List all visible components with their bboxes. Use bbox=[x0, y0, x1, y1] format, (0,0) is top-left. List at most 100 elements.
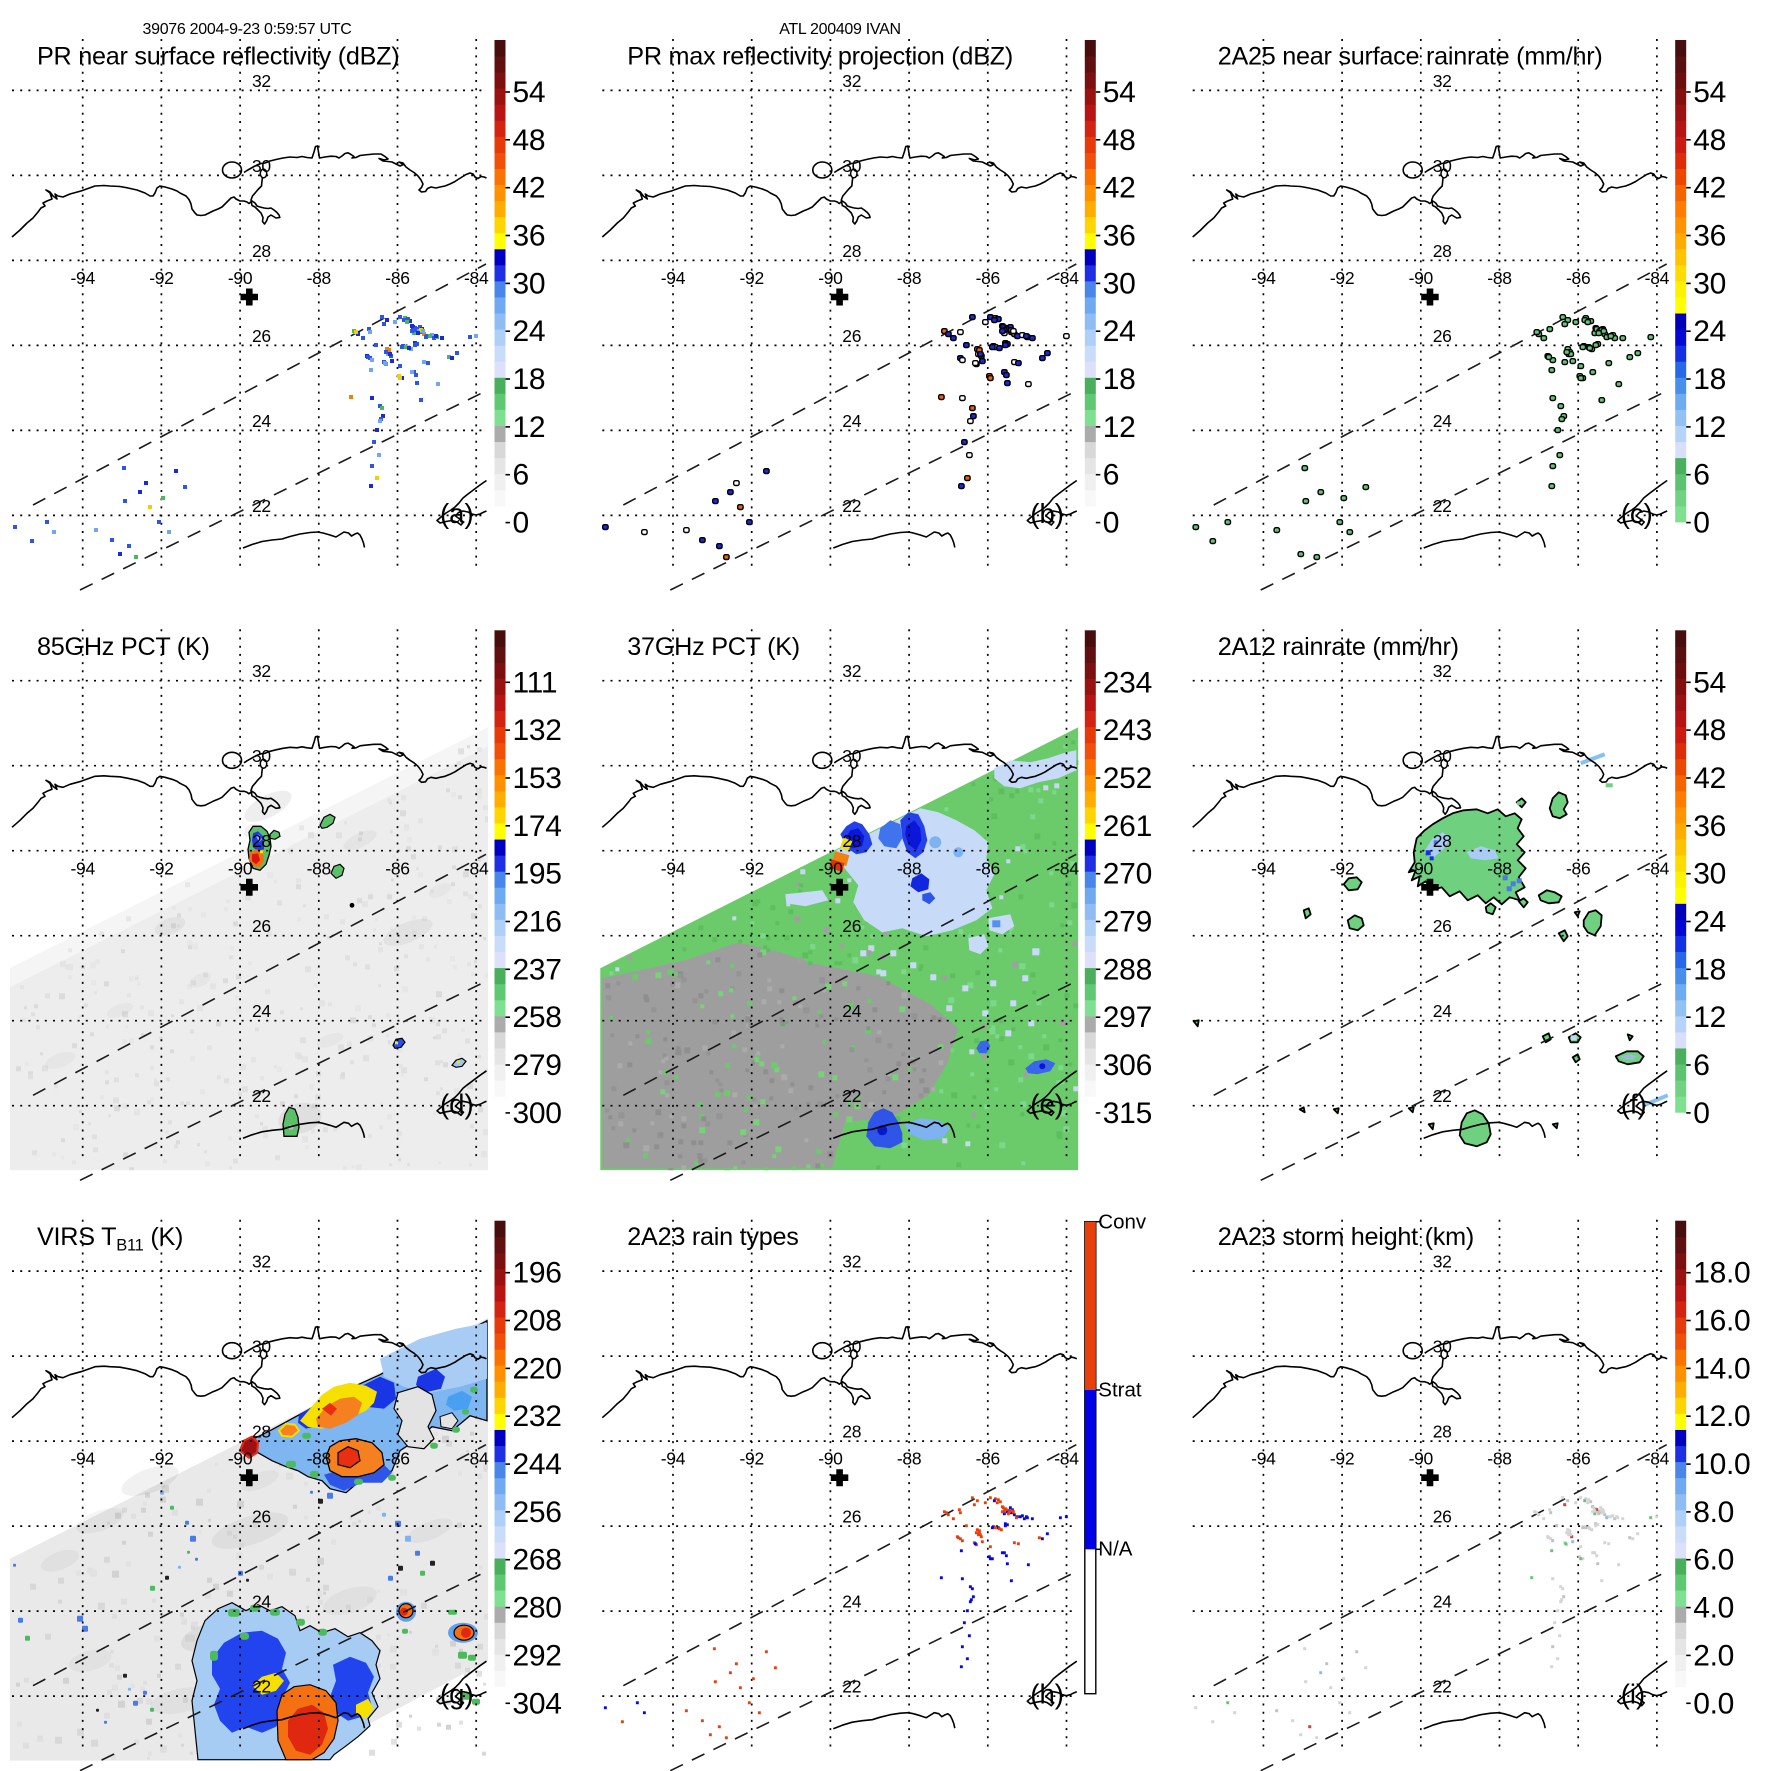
svg-text:37GHz PCT (K): 37GHz PCT (K) bbox=[627, 633, 800, 661]
svg-text:6: 6 bbox=[1693, 459, 1709, 492]
svg-text:288: 288 bbox=[1103, 953, 1152, 986]
svg-text:279: 279 bbox=[1103, 906, 1152, 939]
svg-text:216: 216 bbox=[513, 906, 562, 939]
svg-text:30: 30 bbox=[1693, 267, 1726, 300]
svg-text:48: 48 bbox=[1103, 124, 1136, 157]
svg-text:(f): (f) bbox=[1621, 1088, 1647, 1119]
svg-text:42: 42 bbox=[1693, 762, 1726, 795]
svg-text:132: 132 bbox=[513, 714, 562, 747]
svg-text:12: 12 bbox=[513, 411, 546, 444]
svg-text:18: 18 bbox=[1103, 363, 1136, 396]
svg-text:42: 42 bbox=[1103, 172, 1136, 205]
svg-text:N/A: N/A bbox=[1098, 1538, 1133, 1561]
svg-text:54: 54 bbox=[1693, 666, 1726, 699]
svg-text:30: 30 bbox=[513, 267, 546, 300]
svg-text:(b): (b) bbox=[1030, 498, 1064, 529]
svg-text:36: 36 bbox=[1693, 220, 1726, 253]
svg-text:0: 0 bbox=[1693, 1097, 1709, 1130]
svg-text:256: 256 bbox=[513, 1496, 562, 1529]
svg-text:268: 268 bbox=[513, 1544, 562, 1577]
svg-text:258: 258 bbox=[513, 1001, 562, 1034]
svg-text:12: 12 bbox=[1693, 411, 1726, 444]
svg-text:18: 18 bbox=[1693, 953, 1726, 986]
svg-text:36: 36 bbox=[1693, 810, 1726, 843]
svg-text:243: 243 bbox=[1103, 714, 1152, 747]
svg-text:6: 6 bbox=[1693, 1049, 1709, 1082]
svg-text:306: 306 bbox=[1103, 1049, 1152, 1082]
svg-text:174: 174 bbox=[513, 810, 562, 843]
svg-text:(c): (c) bbox=[1621, 498, 1653, 529]
svg-text:220: 220 bbox=[513, 1352, 562, 1385]
svg-text:24: 24 bbox=[1693, 906, 1726, 939]
svg-text:36: 36 bbox=[1103, 220, 1136, 253]
svg-text:18: 18 bbox=[1693, 363, 1726, 396]
svg-text:PR near surface reflectivity (: PR near surface reflectivity (dBZ) bbox=[37, 43, 399, 71]
svg-text:297: 297 bbox=[1103, 1001, 1152, 1034]
svg-text:16.0: 16.0 bbox=[1693, 1305, 1750, 1338]
svg-text:ATL 200409 IVAN: ATL 200409 IVAN bbox=[779, 21, 901, 38]
svg-text:252: 252 bbox=[1103, 762, 1152, 795]
svg-text:8.0: 8.0 bbox=[1693, 1496, 1734, 1529]
svg-text:196: 196 bbox=[513, 1257, 562, 1290]
svg-text:PR max reflectivity projection: PR max reflectivity projection (dBZ) bbox=[627, 43, 1013, 71]
svg-text:36: 36 bbox=[513, 220, 546, 253]
svg-text:24: 24 bbox=[1103, 315, 1136, 348]
svg-text:237: 237 bbox=[513, 953, 562, 986]
svg-text:2A23 storm height (km): 2A23 storm height (km) bbox=[1218, 1223, 1474, 1251]
svg-text:(g): (g) bbox=[440, 1679, 474, 1710]
svg-text:18.0: 18.0 bbox=[1693, 1257, 1750, 1290]
svg-text:315: 315 bbox=[1103, 1097, 1152, 1130]
svg-text:(d): (d) bbox=[440, 1088, 474, 1119]
svg-text:0: 0 bbox=[513, 507, 529, 540]
svg-text:(a): (a) bbox=[440, 498, 474, 529]
svg-text:14.0: 14.0 bbox=[1693, 1352, 1750, 1385]
svg-text:280: 280 bbox=[513, 1592, 562, 1625]
svg-text:279: 279 bbox=[513, 1049, 562, 1082]
svg-text:Strat: Strat bbox=[1098, 1379, 1142, 1402]
svg-text:0.0: 0.0 bbox=[1693, 1687, 1734, 1720]
svg-text:2A12 rainrate (mm/hr): 2A12 rainrate (mm/hr) bbox=[1218, 633, 1459, 661]
svg-text:54: 54 bbox=[1103, 76, 1136, 109]
svg-text:VIRS TB11 (K): VIRS TB11 (K) bbox=[37, 1223, 183, 1255]
svg-text:153: 153 bbox=[513, 762, 562, 795]
svg-text:48: 48 bbox=[513, 124, 546, 157]
svg-text:261: 261 bbox=[1103, 810, 1152, 843]
svg-text:18: 18 bbox=[513, 363, 546, 396]
svg-text:12.0: 12.0 bbox=[1693, 1400, 1750, 1433]
svg-text:234: 234 bbox=[1103, 666, 1152, 699]
svg-text:270: 270 bbox=[1103, 858, 1152, 891]
svg-text:30: 30 bbox=[1693, 858, 1726, 891]
svg-text:85GHz PCT (K): 85GHz PCT (K) bbox=[37, 633, 210, 661]
svg-text:300: 300 bbox=[513, 1097, 562, 1130]
svg-text:2A23 rain types: 2A23 rain types bbox=[627, 1223, 798, 1251]
svg-text:(i): (i) bbox=[1621, 1679, 1645, 1710]
svg-text:(e): (e) bbox=[1030, 1088, 1064, 1119]
svg-text:39076 2004-9-23 0:59:57 UTC: 39076 2004-9-23 0:59:57 UTC bbox=[143, 21, 352, 38]
svg-text:2A25 near surface rainrate (mm: 2A25 near surface rainrate (mm/hr) bbox=[1218, 43, 1603, 71]
svg-text:6: 6 bbox=[513, 459, 529, 492]
svg-text:111: 111 bbox=[513, 666, 558, 699]
svg-text:4.0: 4.0 bbox=[1693, 1592, 1734, 1625]
svg-text:0: 0 bbox=[1103, 507, 1119, 540]
svg-text:232: 232 bbox=[513, 1400, 562, 1433]
svg-text:42: 42 bbox=[513, 172, 546, 205]
svg-text:24: 24 bbox=[1693, 315, 1726, 348]
svg-text:54: 54 bbox=[513, 76, 546, 109]
svg-text:Conv: Conv bbox=[1098, 1211, 1147, 1234]
svg-text:195: 195 bbox=[513, 858, 562, 891]
svg-text:54: 54 bbox=[1693, 76, 1726, 109]
svg-text:10.0: 10.0 bbox=[1693, 1448, 1750, 1481]
svg-text:244: 244 bbox=[513, 1448, 562, 1481]
svg-text:12: 12 bbox=[1693, 1001, 1726, 1034]
svg-text:42: 42 bbox=[1693, 172, 1726, 205]
svg-text:2.0: 2.0 bbox=[1693, 1639, 1734, 1672]
svg-text:48: 48 bbox=[1693, 714, 1726, 747]
svg-text:6.0: 6.0 bbox=[1693, 1544, 1734, 1577]
svg-text:(h): (h) bbox=[1030, 1679, 1064, 1710]
svg-text:292: 292 bbox=[513, 1639, 562, 1672]
svg-text:304: 304 bbox=[513, 1687, 562, 1720]
svg-text:30: 30 bbox=[1103, 267, 1136, 300]
svg-text:208: 208 bbox=[513, 1305, 562, 1338]
svg-text:48: 48 bbox=[1693, 124, 1726, 157]
svg-text:12: 12 bbox=[1103, 411, 1136, 444]
